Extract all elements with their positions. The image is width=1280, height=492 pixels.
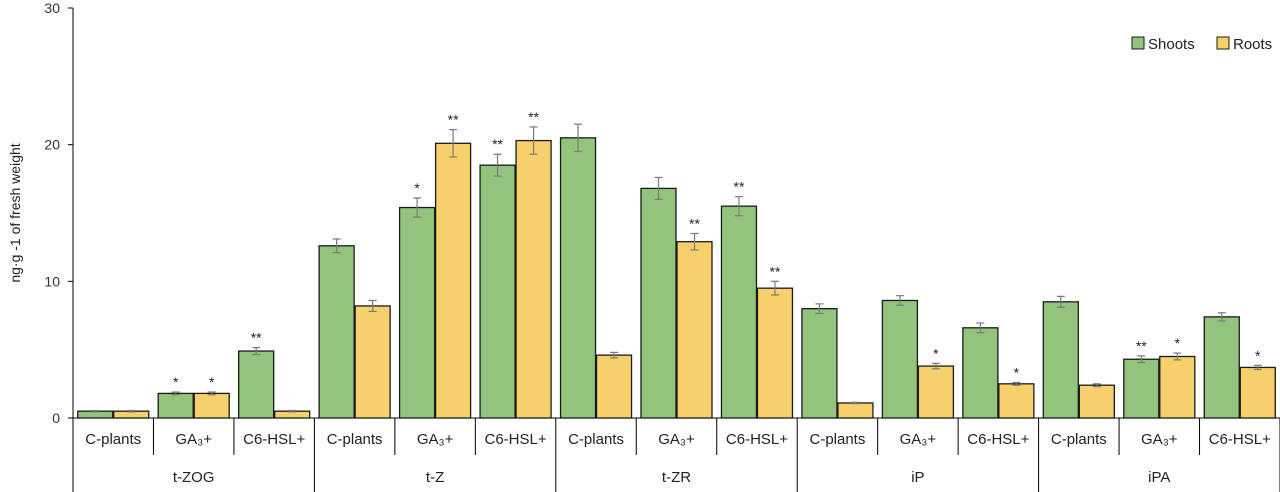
bar-shoots [157, 392, 194, 419]
bar-roots [837, 402, 874, 419]
bar-roots [354, 305, 391, 419]
bar-roots [1078, 384, 1115, 419]
category-label: GA₃+ [1141, 431, 1178, 448]
bar-roots [676, 241, 713, 419]
category-label: C6-HSL+ [243, 431, 305, 448]
category-label: C6-HSL+ [1209, 431, 1271, 448]
bar-shoots [1203, 316, 1240, 419]
legend-label: Shoots [1148, 36, 1195, 53]
significance-marker: ** [689, 216, 700, 232]
significance-marker: * [173, 374, 179, 390]
bar-roots [756, 287, 794, 419]
category-label: C-plants [810, 431, 866, 448]
significance-marker: ** [251, 330, 262, 346]
legend-swatch-shoots [1131, 36, 1145, 50]
y-tick-label: 0 [52, 410, 60, 426]
bar-shoots [881, 299, 919, 419]
error-bars [91, 123, 1262, 413]
category-label: GA₃+ [417, 431, 454, 448]
bar-roots [998, 383, 1035, 419]
bars [77, 137, 1276, 419]
category-label: GA₃+ [658, 431, 695, 448]
significance-marker: ** [448, 112, 459, 128]
category-label: C-plants [327, 431, 383, 448]
significance-marker: * [414, 180, 420, 196]
category-labels: C-plants GA₃+ C6-HSL+ t-ZOG C-plants GA₃+ C6-H… [85, 431, 1271, 486]
bar-roots [434, 142, 472, 419]
y-tick-label: 30 [44, 0, 60, 16]
bar-shoots [398, 206, 436, 419]
significance-marker: ** [770, 263, 781, 279]
group-label: t-Z [426, 469, 444, 486]
y-tick-label: 10 [44, 273, 60, 289]
bar-shoots [640, 187, 677, 419]
significance-marker: ** [1136, 338, 1147, 354]
significance-marker: * [933, 345, 939, 361]
category-label: C6-HSL+ [967, 431, 1029, 448]
significance-marker: * [209, 374, 215, 390]
legend-label: Roots [1233, 36, 1272, 53]
bar-shoots [318, 245, 355, 419]
significance-marker: ** [734, 179, 745, 195]
group-label: iPA [1148, 469, 1170, 486]
bar-shoots [559, 137, 597, 419]
bar-shoots [720, 205, 758, 419]
bar-shoots [962, 327, 999, 419]
bar-shoots [1042, 301, 1079, 419]
significance-markers: * ******************** ** [173, 109, 1261, 390]
legend: Shoots Roots [1131, 36, 1272, 53]
bar-shoots [238, 350, 275, 419]
category-label: GA₃+ [175, 431, 212, 448]
bar-shoots [801, 308, 838, 419]
group-label: t-ZR [662, 469, 691, 486]
category-label: C-plants [1051, 431, 1107, 448]
bar-roots [1159, 355, 1196, 419]
bar-roots [917, 365, 955, 419]
significance-marker: * [1014, 364, 1020, 380]
category-label: C-plants [85, 431, 141, 448]
legend-swatch-roots [1216, 36, 1230, 50]
category-label: C-plants [568, 431, 624, 448]
group-label: t-ZOG [173, 469, 215, 486]
significance-marker: * [1255, 347, 1261, 363]
category-label: C6-HSL+ [726, 431, 788, 448]
category-label: GA₃+ [900, 431, 937, 448]
significance-marker: * [1175, 335, 1181, 351]
bar-shoots [479, 164, 516, 419]
category-label: C6-HSL+ [485, 431, 547, 448]
bar-roots [1239, 366, 1276, 419]
bar-roots [515, 139, 552, 419]
group-label: iP [911, 469, 924, 486]
bar-roots [595, 354, 633, 419]
bar-shoots [1123, 358, 1160, 419]
y-axis-label: ng·g -1 of fresh weight [7, 143, 23, 282]
significance-marker: ** [528, 109, 539, 125]
significance-marker: ** [492, 136, 503, 152]
y-tick-label: 20 [44, 137, 60, 153]
bar-roots [193, 392, 230, 419]
